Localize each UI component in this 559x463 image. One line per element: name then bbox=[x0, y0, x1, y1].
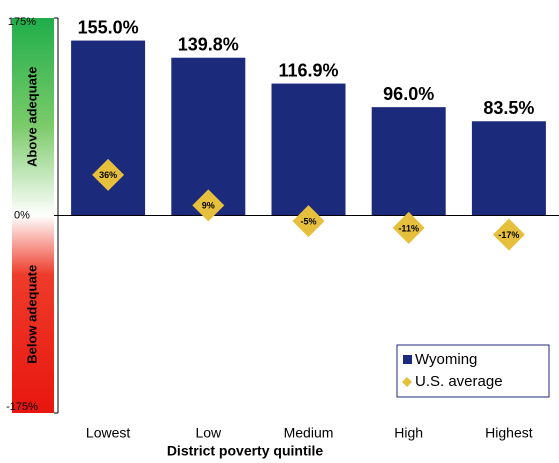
above-band bbox=[12, 18, 54, 216]
marker-value-label: -11% bbox=[398, 223, 419, 233]
diamond-marker bbox=[92, 158, 125, 191]
legend-entry: Wyoming bbox=[415, 351, 477, 368]
bar-value-label: 83.5% bbox=[483, 98, 534, 118]
bar bbox=[471, 121, 546, 216]
x-tick-label: Medium bbox=[284, 425, 334, 441]
marker-value-label: 36% bbox=[99, 170, 117, 180]
x-tick-label: High bbox=[394, 425, 423, 441]
diamond-marker bbox=[192, 189, 225, 222]
legend-entry: U.S. average bbox=[415, 373, 503, 390]
legend-box bbox=[396, 344, 550, 398]
marker-value-label: -5% bbox=[300, 217, 316, 227]
below-band bbox=[12, 215, 54, 413]
diamond-marker bbox=[392, 211, 425, 244]
bar-value-label: 155.0% bbox=[78, 17, 139, 37]
bar-value-label: 116.9% bbox=[278, 60, 338, 80]
marker-value-label: 9% bbox=[202, 201, 215, 211]
diamond-marker bbox=[492, 218, 525, 251]
x-tick-label: Lowest bbox=[86, 425, 130, 441]
band-label: Below adequate bbox=[24, 265, 39, 364]
bar-value-label: 96.0% bbox=[383, 84, 434, 104]
bar-value-label: 139.8% bbox=[178, 34, 239, 54]
diamond-marker bbox=[292, 205, 325, 238]
x-tick-label: Low bbox=[195, 425, 222, 441]
marker-value-label: -17% bbox=[498, 230, 519, 240]
band-label: Above adequate bbox=[24, 67, 39, 167]
bar bbox=[171, 57, 246, 216]
bar bbox=[371, 107, 446, 216]
bar bbox=[271, 83, 346, 216]
x-axis-label: District poverty quintile bbox=[167, 443, 324, 459]
y-tick-label: -175% bbox=[6, 401, 38, 413]
x-tick-label: Highest bbox=[485, 425, 533, 441]
y-tick-label: 175% bbox=[8, 16, 36, 28]
legend-swatch bbox=[402, 377, 412, 387]
y-tick-label: 0% bbox=[14, 209, 30, 221]
legend-swatch bbox=[403, 355, 412, 364]
